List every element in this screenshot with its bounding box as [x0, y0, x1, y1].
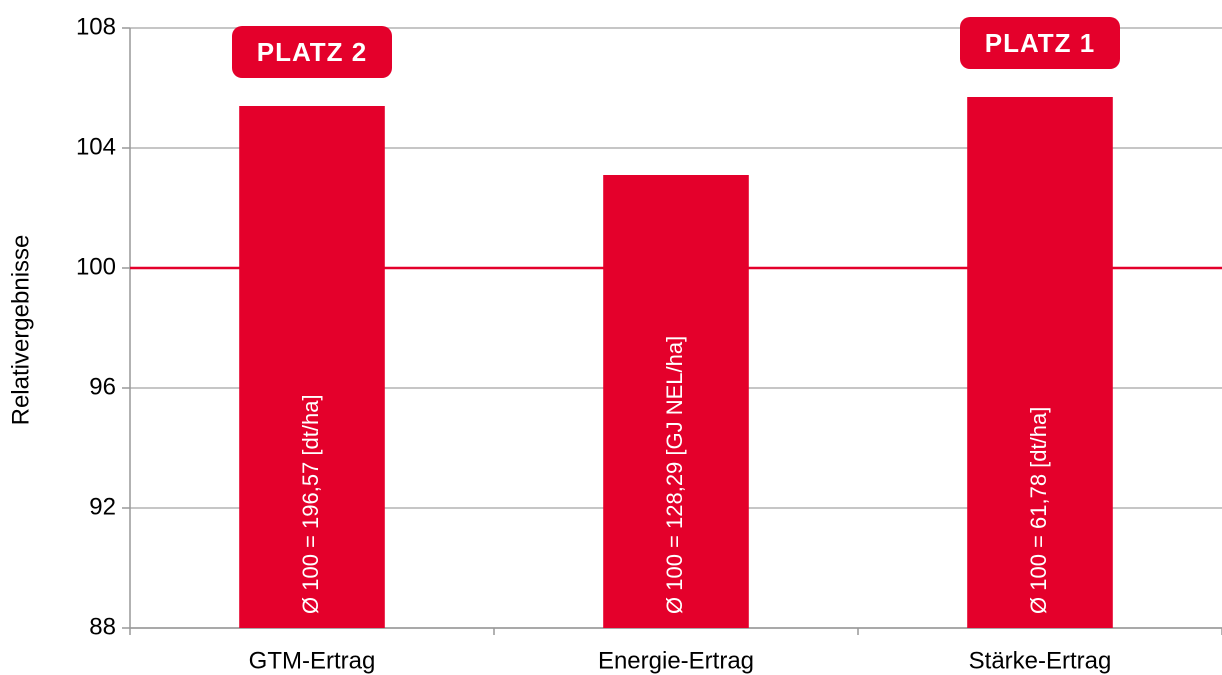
x-tick-label: Stärke-Ertrag: [969, 647, 1112, 674]
y-tick-label: 100: [76, 253, 116, 280]
badge-box: [960, 17, 1120, 69]
x-tick-label: GTM-Ertrag: [249, 647, 376, 674]
bar-label: Ø 100 = 196,57 [dt/ha]: [298, 394, 323, 614]
y-tick-label: 88: [89, 613, 116, 640]
badge-label: PLATZ 1: [985, 28, 1096, 58]
bar: [603, 175, 749, 628]
y-axis-label: Relativergebnisse: [7, 235, 34, 426]
y-tick-label: 96: [89, 373, 116, 400]
badge-box: [232, 26, 392, 78]
bar-label: Ø 100 = 61,78 [dt/ha]: [1026, 407, 1051, 614]
bar: [239, 106, 385, 628]
bar-label: Ø 100 = 128,29 [GJ NEL/ha]: [662, 336, 687, 614]
y-tick-label: 108: [76, 13, 116, 40]
badge-label: PLATZ 2: [257, 37, 368, 67]
y-tick-label: 92: [89, 493, 116, 520]
bar: [967, 97, 1113, 628]
x-tick-label: Energie-Ertrag: [598, 647, 754, 674]
y-tick-label: 104: [76, 133, 116, 160]
